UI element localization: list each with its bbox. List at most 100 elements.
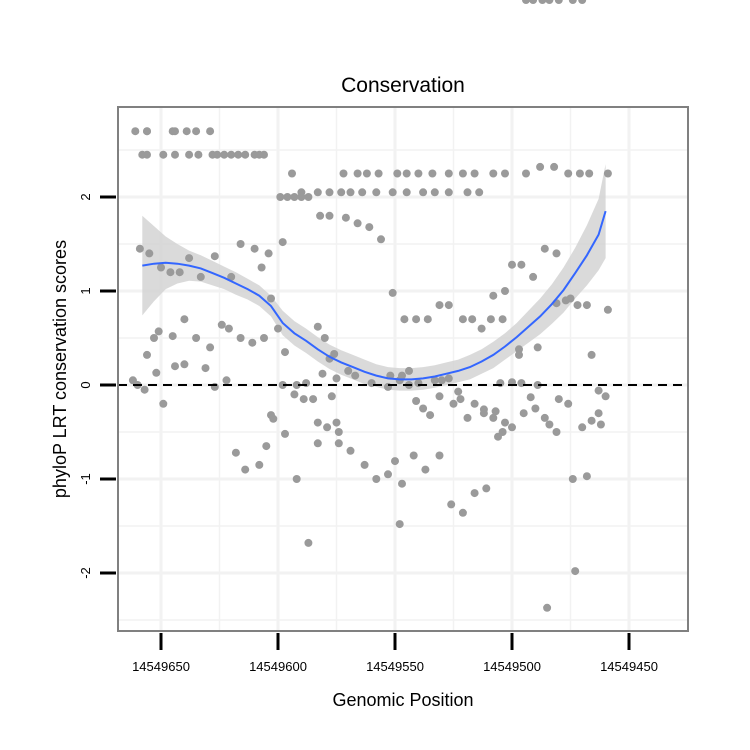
data-point — [470, 399, 479, 408]
data-point — [554, 395, 563, 404]
data-point — [346, 188, 355, 197]
data-point — [444, 301, 453, 310]
data-point — [255, 460, 264, 469]
data-point — [458, 508, 467, 517]
data-point — [192, 334, 201, 342]
data-point — [423, 315, 432, 324]
data-point — [428, 169, 437, 178]
data-point — [491, 407, 500, 416]
data-point — [213, 150, 222, 159]
data-point — [292, 475, 301, 483]
data-point — [135, 244, 144, 253]
data-point — [264, 249, 273, 258]
data-point — [412, 315, 421, 324]
data-point — [196, 272, 205, 281]
data-point — [540, 413, 549, 422]
x-tick-label: 14549450 — [600, 659, 658, 674]
data-point — [180, 315, 189, 324]
data-point — [515, 350, 523, 359]
data-point — [409, 451, 418, 460]
data-point — [299, 395, 308, 404]
data-point — [398, 479, 406, 488]
data-point — [154, 327, 163, 336]
data-point — [526, 393, 535, 402]
data-point — [182, 127, 191, 136]
data-point — [309, 395, 318, 404]
data-point — [554, 0, 563, 4]
data-point — [168, 332, 177, 341]
data-point — [236, 334, 245, 342]
data-point — [290, 390, 299, 399]
data-point — [234, 150, 243, 159]
data-point — [362, 169, 371, 178]
data-point — [318, 369, 327, 378]
data-point — [529, 0, 538, 4]
data-point — [529, 272, 538, 281]
data-point — [313, 439, 322, 448]
data-point — [489, 413, 498, 422]
data-point — [267, 411, 275, 420]
data-point — [365, 223, 374, 232]
data-point — [159, 150, 168, 159]
data-point — [143, 150, 151, 159]
data-point — [426, 411, 435, 420]
data-point — [568, 0, 577, 4]
data-point — [180, 360, 189, 369]
data-point — [550, 162, 559, 171]
data-point — [564, 169, 573, 178]
data-point — [201, 364, 210, 373]
data-point — [372, 188, 381, 197]
data-point — [344, 366, 353, 375]
data-point — [327, 392, 336, 401]
data-point — [501, 169, 509, 178]
data-point — [522, 0, 530, 4]
data-point — [281, 348, 289, 357]
x-axis-title: Genomic Position — [332, 690, 473, 710]
data-point — [533, 343, 542, 352]
data-point — [498, 315, 507, 324]
data-point — [582, 472, 591, 481]
data-point — [517, 260, 526, 269]
data-point — [206, 127, 215, 136]
data-point — [501, 287, 509, 295]
data-point — [323, 423, 332, 432]
data-point — [477, 324, 486, 333]
data-point — [508, 260, 516, 269]
data-point — [571, 567, 580, 576]
data-point — [346, 446, 355, 455]
data-point — [171, 150, 179, 159]
data-point — [320, 334, 329, 342]
data-point — [388, 188, 397, 197]
data-point — [372, 475, 381, 483]
data-point — [210, 252, 219, 261]
data-point — [143, 127, 151, 136]
data-point — [566, 294, 575, 303]
data-point — [578, 0, 587, 4]
data-point — [166, 268, 175, 277]
data-point — [414, 169, 423, 178]
data-point — [463, 413, 472, 422]
y-axis-ticks: -2 -1 0 1 2 — [78, 193, 116, 579]
data-point — [220, 150, 229, 159]
data-point — [498, 428, 507, 436]
data-point — [332, 418, 341, 427]
data-point — [573, 301, 582, 310]
data-point — [405, 366, 413, 375]
data-point — [587, 350, 596, 359]
data-point — [402, 188, 411, 197]
data-point — [536, 162, 545, 171]
data-point — [325, 211, 334, 220]
data-point — [260, 150, 268, 159]
data-point — [400, 315, 409, 324]
data-point — [475, 188, 484, 197]
data-point — [578, 423, 587, 432]
data-point — [152, 368, 161, 377]
data-point — [278, 381, 287, 389]
data-point — [540, 244, 549, 253]
data-point — [587, 416, 596, 425]
data-point — [508, 423, 516, 432]
data-point — [486, 315, 495, 324]
data-point — [437, 376, 446, 385]
data-point — [393, 169, 402, 178]
x-tick-label: 14549500 — [483, 659, 541, 674]
